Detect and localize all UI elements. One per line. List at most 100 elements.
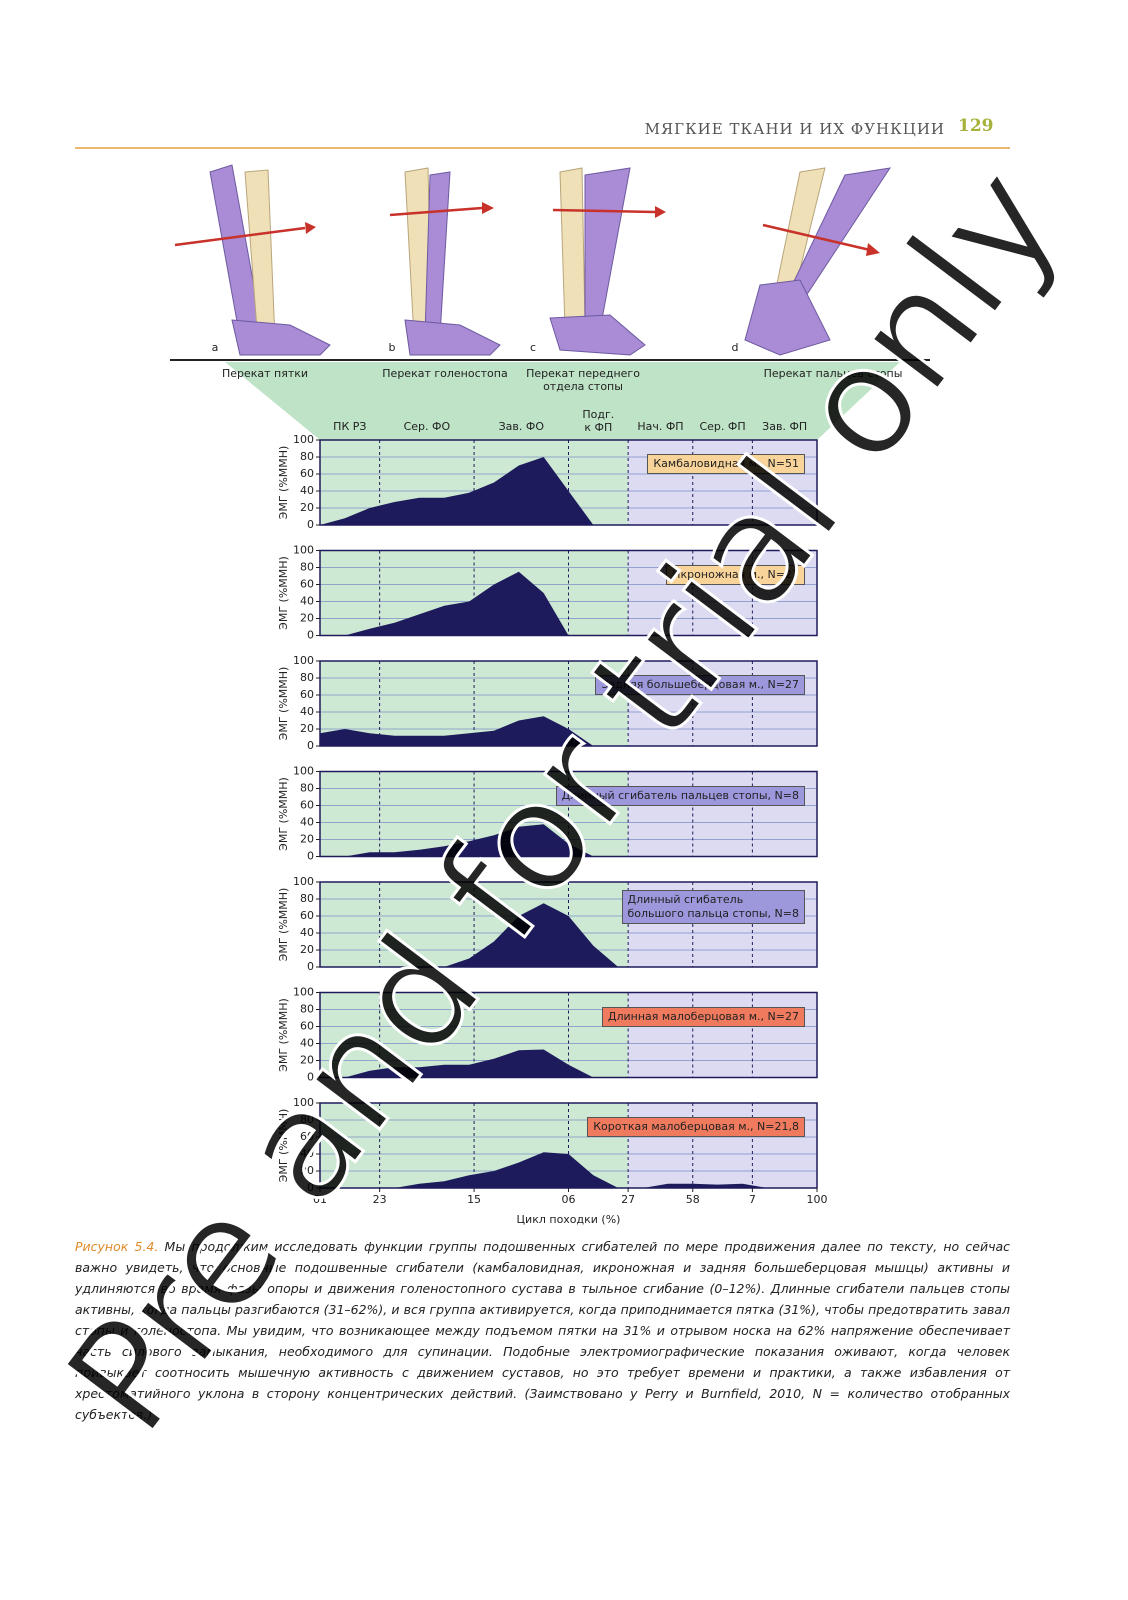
panel-label: Перекат пальцев стопы (763, 367, 903, 380)
y-tick-label: 100 (293, 875, 314, 888)
legend-label: Длинный сгибатель большого пальца стопы,… (621, 890, 805, 924)
page-number: 129 (958, 116, 994, 136)
leg-a (174, 164, 331, 356)
emg-area (320, 1152, 817, 1188)
y-tick-label: 0 (307, 960, 314, 973)
running-head: МЯГКИЕ ТКАНИ И ИХ ФУНКЦИИ (644, 120, 945, 138)
x-tick-label: 23 (373, 1193, 387, 1206)
leg-d (744, 167, 892, 356)
y-tick-label: 0 (307, 1071, 314, 1084)
panel-letter: c (529, 341, 537, 354)
plot-frame (319, 660, 818, 747)
y-tick-label: 20 (300, 1054, 314, 1067)
plot-frame (319, 991, 818, 1079)
y-tick-label: 60 (300, 1020, 314, 1033)
legend-label: Короткая малоберцовая м., N=21,8 (587, 1117, 805, 1137)
y-tick-label: 40 (300, 595, 314, 608)
y-tick-label: 60 (300, 1130, 314, 1143)
y-tick-label: 100 (293, 654, 314, 667)
emg-area (320, 1049, 817, 1078)
y-axis-label: ЭМГ (%ММН) (277, 998, 290, 1072)
y-tick-label: 80 (300, 782, 314, 795)
y-tick-label: 20 (300, 1164, 314, 1177)
y-tick-label: 40 (300, 816, 314, 829)
y-axis-label: ЭМГ (%ММН) (277, 556, 290, 630)
y-tick-label: 0 (307, 629, 314, 642)
projection (225, 362, 900, 440)
y-tick-label: 80 (300, 1113, 314, 1126)
panel-label: Перекат пятки (221, 367, 309, 380)
legend-label: Длинный сгибатель пальцев стопы, N=8 (555, 785, 805, 806)
y-tick-label: 40 (300, 926, 314, 939)
plot-frame (319, 439, 818, 526)
y-tick-label: 20 (300, 722, 314, 735)
phase-label: Сер. ФП (699, 420, 746, 433)
x-tick-label: 01 (313, 1193, 327, 1206)
phase-label: Сер. ФО (403, 420, 451, 433)
y-tick-label: 80 (300, 450, 314, 463)
emg-area (320, 824, 817, 857)
y-tick-label: 20 (300, 612, 314, 625)
phase-region (628, 661, 817, 746)
panel-label: Перекат переднего отдела стопы (526, 367, 640, 393)
y-axis-label: ЭМГ (%ММН) (277, 667, 290, 741)
y-axis-label: ЭМГ (%ММН) (277, 777, 290, 851)
legend-label: Камбаловидная м., N=51 (647, 454, 805, 474)
y-tick-label: 0 (307, 850, 314, 863)
y-tick-label: 100 (293, 1096, 314, 1109)
phase-label: ПК РЗ (333, 420, 367, 433)
emg-area (320, 571, 817, 636)
y-tick-label: 60 (300, 909, 314, 922)
y-tick-label: 80 (300, 892, 314, 905)
phase-region (628, 771, 817, 857)
y-tick-label: 100 (293, 544, 314, 557)
phase-region (628, 440, 817, 525)
x-tick-label: 58 (686, 1193, 700, 1206)
y-tick-label: 60 (300, 467, 314, 480)
caption-label: Рисунок 5.4. (75, 1239, 159, 1254)
emg-area (320, 716, 817, 746)
legend-label: Задняя большеберцовая м., N=27 (595, 675, 805, 695)
y-tick-label: 20 (300, 943, 314, 956)
leg-c (549, 167, 666, 356)
y-axis-label: ЭМГ (%ММН) (277, 446, 290, 520)
caption: Рисунок 5.4. Мы продолжим исследовать фу… (75, 1236, 1010, 1425)
x-tick-label: 100 (807, 1193, 828, 1206)
y-axis-label: ЭМГ (%ММН) (277, 888, 290, 962)
x-tick-label: 06 (562, 1193, 576, 1206)
y-tick-label: 0 (307, 1181, 314, 1194)
legend-label: Икроножная м., N=27 (666, 564, 805, 585)
phase-label: Зав. ФО (498, 420, 544, 433)
x-tick-label: 27 (621, 1193, 635, 1206)
panel-letter: d (731, 341, 739, 354)
y-tick-label: 80 (300, 561, 314, 574)
y-tick-label: 40 (300, 705, 314, 718)
emg-area (320, 903, 817, 967)
panel-label: Перекат голеностопа (382, 367, 508, 380)
y-tick-label: 80 (300, 671, 314, 684)
y-tick-label: 20 (300, 501, 314, 514)
y-tick-label: 40 (300, 484, 314, 497)
panel-letter: b (388, 341, 396, 354)
y-tick-label: 20 (300, 833, 314, 846)
phase-label: Нач. ФП (637, 420, 684, 433)
y-axis-label: ЭМГ (%ММН) (277, 1109, 290, 1183)
y-tick-label: 40 (300, 1037, 314, 1050)
y-tick-label: 0 (307, 518, 314, 531)
plot-frame (319, 549, 818, 637)
x-tick-label: 15 (467, 1193, 481, 1206)
y-tick-label: 60 (300, 578, 314, 591)
y-tick-label: 60 (300, 799, 314, 812)
leg-b (389, 167, 501, 356)
panel-letter: a (211, 341, 219, 354)
phase-region (628, 550, 817, 636)
caption-text: Мы продолжим исследовать функции группы … (75, 1239, 1010, 1422)
plot-frame (319, 770, 818, 858)
phase-region (628, 992, 817, 1078)
y-tick-label: 100 (293, 765, 314, 778)
y-tick-label: 60 (300, 688, 314, 701)
x-axis-label: Цикл походки (%) (517, 1213, 621, 1226)
legend-label: Длинная малоберцовая м., N=27 (601, 1006, 805, 1027)
